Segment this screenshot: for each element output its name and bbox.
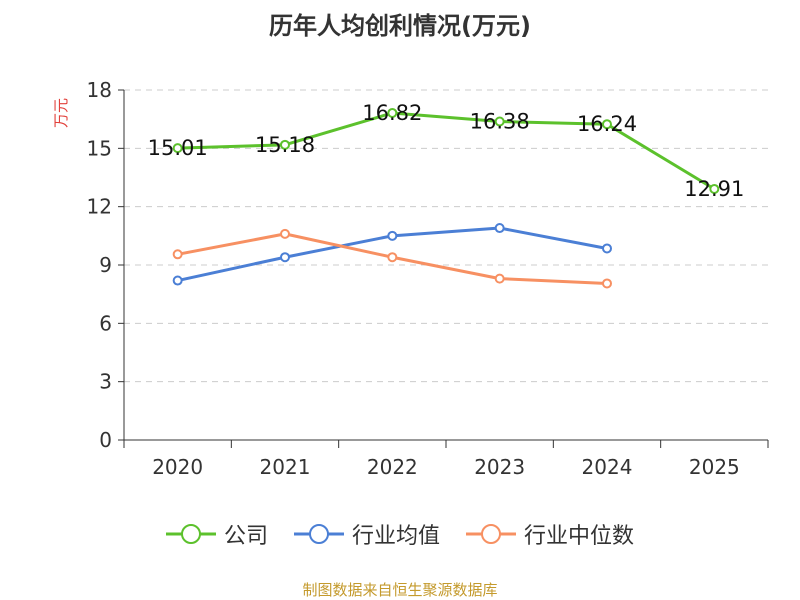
data-label: 12.91 <box>684 177 744 201</box>
x-tick-label: 2025 <box>689 455 740 479</box>
y-tick-label: 0 <box>99 428 112 452</box>
legend-item[interactable]: 行业中位数 <box>466 518 634 550</box>
chart-title: 历年人均创利情况(万元) <box>269 12 531 40</box>
data-point <box>709 183 720 194</box>
legend: 公司 行业均值 行业中位数 <box>0 518 800 550</box>
data-label: 15.01 <box>148 136 208 160</box>
series-line-0 <box>177 111 716 191</box>
legend-line-icon <box>165 524 216 544</box>
data-point <box>602 243 612 254</box>
data-point <box>172 143 183 154</box>
data-point <box>602 278 612 289</box>
x-tick-label: 2021 <box>260 455 311 479</box>
data-label: 15.18 <box>255 133 315 157</box>
legend-label: 行业均值 <box>351 524 440 549</box>
data-point <box>494 273 505 284</box>
x-tick-label: 2023 <box>474 455 525 479</box>
legend-line-icon <box>466 524 516 544</box>
y-tick-label: 3 <box>99 370 112 394</box>
x-tick-label: 2022 <box>367 455 418 479</box>
y-tick-label: 15 <box>87 136 112 160</box>
grid-lines <box>124 89 768 383</box>
y-tick-label: 9 <box>99 253 112 277</box>
legend-label: 行业中位数 <box>524 524 635 549</box>
data-point <box>280 252 290 263</box>
data-point <box>494 116 505 127</box>
legend-label: 公司 <box>223 524 268 549</box>
data-label: 16.82 <box>362 101 422 125</box>
x-tick-label: 2020 <box>152 455 203 479</box>
data-point <box>494 223 505 234</box>
source-footer: 制图数据来自恒生聚源数据库 <box>302 581 498 599</box>
data-point <box>172 275 183 286</box>
legend-item[interactable]: 行业均值 <box>293 518 440 550</box>
data-point <box>280 228 290 239</box>
y-tick-label: 12 <box>87 195 112 219</box>
y-tick-label: 18 <box>87 78 112 102</box>
data-point <box>387 230 398 241</box>
legend-line-icon <box>293 524 344 544</box>
data-label: 16.38 <box>470 110 530 134</box>
data-point <box>172 249 183 260</box>
axes: 0 3 6 9 12 15 18 2020 2021 2022 2023 2024 2025 <box>87 78 769 479</box>
data-label: 16.24 <box>577 112 637 136</box>
series <box>172 107 720 289</box>
legend-item[interactable]: 公司 <box>165 518 268 550</box>
data-point <box>387 107 398 118</box>
x-tick-label: 2024 <box>582 455 633 479</box>
data-point <box>387 252 398 263</box>
y-tick-label: 6 <box>99 311 112 335</box>
data-labels: 15.01 15.18 16.82 16.38 16.24 12.91 <box>148 101 745 201</box>
data-point <box>602 119 612 130</box>
data-point <box>280 139 290 150</box>
